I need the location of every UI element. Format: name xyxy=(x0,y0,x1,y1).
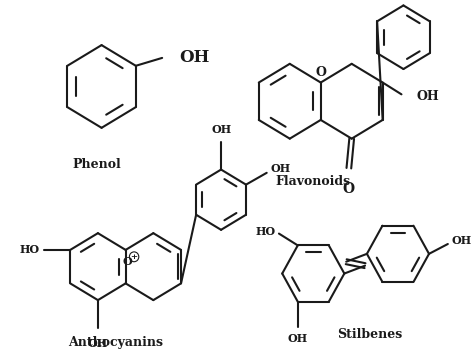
Text: Stilbenes: Stilbenes xyxy=(337,328,402,341)
Text: HO: HO xyxy=(20,244,40,255)
Text: O: O xyxy=(315,66,326,78)
Text: O: O xyxy=(343,182,355,196)
Text: OH: OH xyxy=(88,338,108,348)
Text: +: + xyxy=(131,253,137,261)
Text: OH: OH xyxy=(211,124,231,135)
Text: Anthocyanins: Anthocyanins xyxy=(68,336,163,348)
Text: Flavonoids: Flavonoids xyxy=(276,175,351,188)
Text: OH: OH xyxy=(288,333,308,344)
Text: OH: OH xyxy=(179,49,210,66)
Text: O: O xyxy=(123,256,132,267)
Text: Phenol: Phenol xyxy=(73,158,121,171)
Text: OH: OH xyxy=(271,163,291,174)
Text: HO: HO xyxy=(255,226,275,237)
Text: OH: OH xyxy=(452,235,472,246)
Text: OH: OH xyxy=(417,90,439,103)
